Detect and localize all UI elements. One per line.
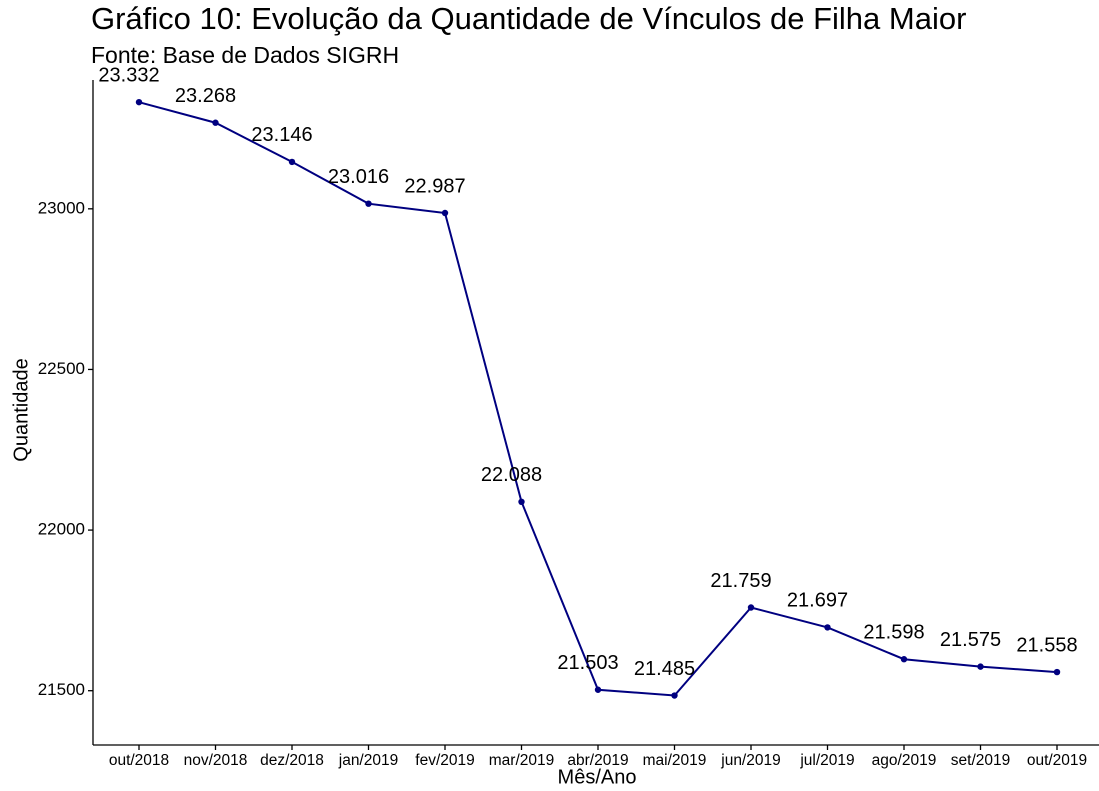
data-point: [135, 98, 143, 106]
data-label: 22.088: [481, 464, 542, 486]
y-tick-label: 22000: [38, 520, 85, 539]
data-label: 21.697: [787, 590, 848, 612]
x-tick-label: set/2019: [951, 752, 1010, 769]
series-line: [138, 101, 1058, 697]
x-tick-label: ago/2019: [872, 752, 937, 769]
x-tick-label: abr/2019: [567, 752, 628, 769]
data-point: [977, 663, 984, 670]
x-tick-label: jun/2019: [720, 752, 780, 769]
data-label: 23.016: [328, 166, 389, 188]
y-tick-label: 21500: [38, 680, 85, 699]
data-label: 21.503: [557, 652, 618, 674]
y-axis-label: Quantidade: [10, 358, 32, 461]
data-point: [212, 119, 219, 126]
data-label: 21.575: [940, 629, 1001, 651]
data-point: [900, 656, 908, 663]
x-tick-label: jan/2019: [338, 752, 398, 769]
data-point: [671, 692, 678, 699]
data-label: 22.987: [404, 175, 465, 197]
data-point: [288, 158, 296, 166]
x-tick-label: jul/2019: [799, 752, 854, 769]
data-label: 23.332: [98, 64, 159, 86]
x-axis-label: Mês/Ano: [558, 766, 637, 788]
chart-subtitle: Fonte: Base de Dados SIGRH: [91, 42, 399, 68]
data-point: [518, 498, 525, 506]
data-label: 23.146: [251, 124, 312, 146]
x-tick-label: mar/2019: [489, 752, 554, 769]
x-tick-label: nov/2018: [184, 752, 248, 769]
y-tick-label: 22500: [38, 359, 85, 378]
data-label: 21.598: [863, 622, 924, 644]
data-label: 21.759: [710, 570, 771, 592]
data-point: [441, 209, 449, 217]
x-tick-label: out/2018: [109, 752, 169, 769]
x-tick-label: dez/2018: [260, 752, 324, 769]
x-tick-label: fev/2019: [415, 752, 474, 769]
x-tick-label: out/2019: [1027, 752, 1087, 769]
data-label: 21.485: [634, 658, 695, 680]
data-point: [365, 200, 372, 207]
data-point: [594, 686, 602, 693]
x-tick-label: mai/2019: [643, 752, 707, 769]
data-point: [1053, 668, 1061, 676]
y-tick-label: 23000: [38, 198, 85, 217]
data-point: [747, 604, 755, 611]
chart-title: Gráfico 10: Evolução da Quantidade de Ví…: [91, 1, 966, 36]
data-point: [824, 624, 831, 631]
data-label: 23.268: [175, 85, 236, 107]
data-label: 21.558: [1016, 634, 1077, 656]
